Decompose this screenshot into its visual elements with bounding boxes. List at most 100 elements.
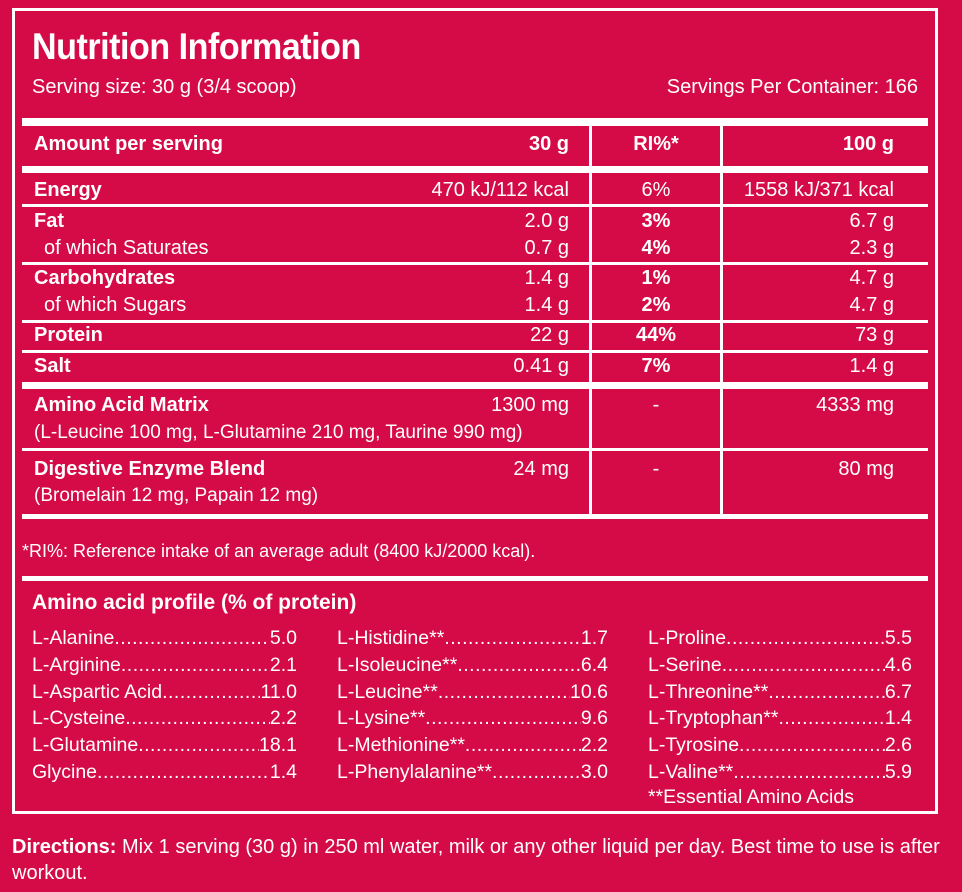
salt-100g: 1.4 g <box>849 355 894 377</box>
dot-leader: ........................................… <box>733 761 885 783</box>
amino-acid-value: 1.7 <box>580 627 608 649</box>
amino-acid-value: 4.6 <box>884 653 912 676</box>
column-divider <box>589 118 592 516</box>
amino-acid-name: L-Isoleucine** <box>337 653 458 676</box>
row-label-enzyme-blend: Digestive Enzyme Blend <box>34 458 266 480</box>
dot-leader: ........................................… <box>97 761 270 783</box>
row-rule <box>22 262 928 265</box>
amino-acid-value: 11.0 <box>260 680 297 703</box>
dot-leader: ........................................… <box>726 627 885 649</box>
amino-acid-row: L-Lysine**..............................… <box>337 705 608 731</box>
column-divider <box>720 118 723 516</box>
amino-acid-name: L-Threonine** <box>648 680 769 703</box>
amino-acid-row: L-Phenylalanine**.......................… <box>337 759 608 785</box>
amino-acid-value: 9.6 <box>580 707 608 730</box>
dot-leader: ........................................… <box>457 653 581 676</box>
enzyme-blend-30g: 24 mg <box>513 458 569 480</box>
page-title: Nutrition Information <box>32 26 361 67</box>
amino-acid-value: 2.6 <box>884 734 912 757</box>
dot-leader: ........................................… <box>425 707 581 730</box>
dot-leader: ........................................… <box>464 734 581 757</box>
header-100g: 100 g <box>842 133 894 155</box>
footnote-rule <box>22 576 928 581</box>
row-rule <box>22 448 928 451</box>
row-rule <box>22 320 928 323</box>
amino-acid-value: 1.4 <box>884 707 912 730</box>
amino-acid-name: L-Leucine** <box>337 680 438 703</box>
amino-acid-value: 5.0 <box>269 627 297 649</box>
sugars-ri: 2% <box>641 294 671 316</box>
amino-acid-row: L-Tryptophan** .........................… <box>648 705 912 731</box>
amino-acid-value: 10.6 <box>570 680 608 703</box>
dot-leader: ........................................… <box>138 734 259 757</box>
amino-acid-row: L-Aspartic Acid ........................… <box>32 679 297 705</box>
row-label-amino-matrix: Amino Acid Matrix <box>34 394 209 416</box>
carbohydrates-100g: 4.7 g <box>849 267 894 289</box>
amino-acid-name: L-Serine <box>648 653 722 676</box>
sugars-100g: 4.7 g <box>849 294 894 316</box>
header-label: Amount per serving <box>34 133 223 155</box>
saturates-100g: 2.3 g <box>849 237 894 259</box>
amino-acid-row: L-Proline...............................… <box>648 625 912 651</box>
table-top-rule <box>22 118 928 126</box>
energy-30g: 470 kJ/112 kcal <box>431 179 570 201</box>
row-rule <box>22 204 928 207</box>
dot-leader: ........................................… <box>162 680 260 703</box>
amino-acid-name: L-Glutamine <box>32 734 139 757</box>
amino-acid-value: 5.5 <box>884 627 912 649</box>
header-30g: 30 g <box>528 133 569 155</box>
amino-acid-row: L-Threonine**...........................… <box>648 679 912 705</box>
amino-acid-value: 6.7 <box>884 680 912 703</box>
directions: Directions: Mix 1 serving (30 g) in 250 … <box>12 834 952 886</box>
carbohydrates-30g: 1.4 g <box>524 267 569 289</box>
amino-acid-name: L-Cysteine <box>32 707 126 730</box>
amino-profile-title: Amino acid profile (% of protein) <box>32 591 357 614</box>
carbohydrates-ri: 1% <box>641 267 671 289</box>
amino-acid-name: L-Methionine** <box>337 734 465 757</box>
salt-ri: 7% <box>641 355 671 377</box>
dot-leader: ........................................… <box>739 734 885 757</box>
amino-acid-value: 2.1 <box>269 653 297 676</box>
amino-acid-row: L-Cysteine .............................… <box>32 705 297 731</box>
row-label-salt: Salt <box>34 355 71 377</box>
dot-leader: ........................................… <box>721 653 885 676</box>
saturates-30g: 0.7 g <box>524 237 569 259</box>
amino-acid-row: L-Valine** .............................… <box>648 759 912 785</box>
dot-leader: ........................................… <box>437 680 570 703</box>
amino-matrix-30g: 1300 mg <box>491 394 569 416</box>
amino-acid-value: 3.0 <box>580 761 608 783</box>
enzyme-blend-detail: (Bromelain 12 mg, Papain 12 mg) <box>34 485 319 506</box>
amino-acid-row: L-Isoleucine**..........................… <box>337 652 608 678</box>
amino-acid-name: L-Phenylalanine** <box>337 761 493 783</box>
amino-acid-name: L-Proline <box>648 627 727 649</box>
amino-acid-row: L-Methionine** .........................… <box>337 732 608 758</box>
dot-leader: ........................................… <box>114 627 270 649</box>
header-ri: RI%* <box>633 133 679 155</box>
enzyme-blend-ri: - <box>652 458 660 480</box>
row-label-fat: Fat <box>34 210 64 232</box>
amino-acid-name: L-Valine** <box>648 761 734 783</box>
amino-acid-value: 18.1 <box>259 734 297 757</box>
dot-leader: ........................................… <box>492 761 581 783</box>
essential-amino-note: **Essential Amino Acids <box>648 786 854 808</box>
amino-acid-name: Glycine <box>32 761 98 783</box>
amino-acid-name: L-Arginine <box>32 653 121 676</box>
row-label-carbohydrates: Carbohydrates <box>34 267 176 289</box>
table-bottom-rule <box>22 514 928 519</box>
energy-ri: 6% <box>641 179 671 201</box>
dot-leader: ........................................… <box>778 707 885 730</box>
amino-acid-name: L-Aspartic Acid <box>32 680 163 703</box>
protein-ri: 44% <box>635 324 677 346</box>
amino-acid-row: L-Tyrosine .............................… <box>648 732 912 758</box>
amino-acid-name: L-Tyrosine <box>648 734 740 757</box>
amino-acid-name: L-Histidine** <box>337 627 445 649</box>
nutrition-panel <box>12 8 938 814</box>
amino-acid-value: 2.2 <box>580 734 608 757</box>
amino-acid-name: L-Alanine <box>32 627 115 649</box>
row-label-sugars: of which Sugars <box>44 294 187 316</box>
dot-leader: ........................................… <box>444 627 581 649</box>
amino-acid-row: L-Alanine...............................… <box>32 625 297 651</box>
sugars-30g: 1.4 g <box>524 294 569 316</box>
amino-matrix-detail: (L-Leucine 100 mg, L-Glutamine 210 mg, T… <box>34 422 523 443</box>
amino-acid-row: L-Serine ...............................… <box>648 652 912 678</box>
